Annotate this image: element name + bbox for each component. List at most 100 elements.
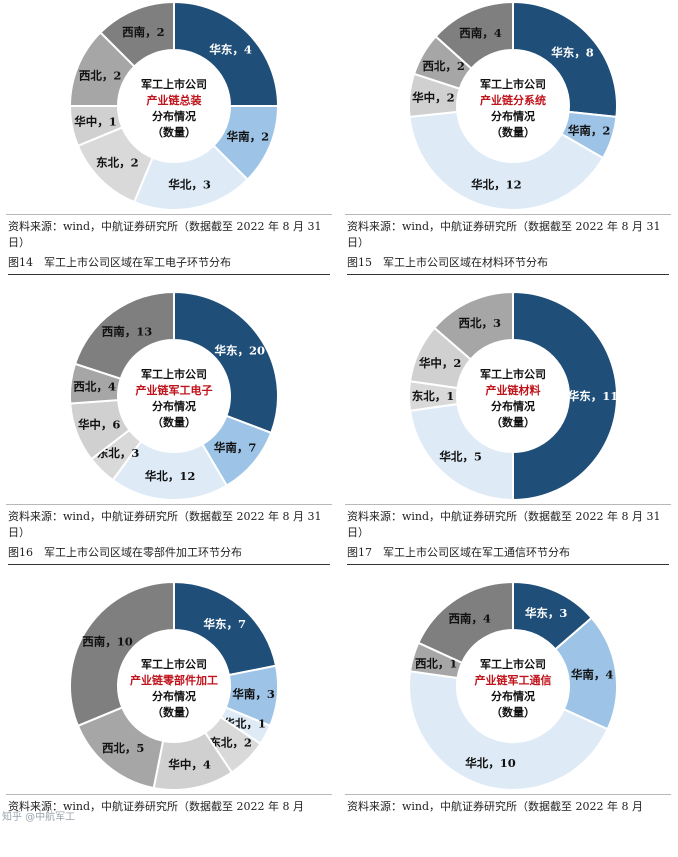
slice-label: 东北，1 <box>412 389 455 403</box>
source-note: 资料来源：wind，中航证券研究所（数据截至 2022 年 8 月 31 日） <box>8 510 322 539</box>
source-note: 资料来源：wind，中航证券研究所（数据截至 2022 年 8 月 31 日） <box>347 510 661 539</box>
slice-label: 西南，13 <box>102 324 153 338</box>
donut-slice <box>173 0 280 107</box>
figure-caption: 图16 军工上市公司区域在零部件加工环节分布 <box>8 546 330 565</box>
source-note: 资料来源：wind，中航证券研究所（数据截至 2022 年 8 月 31 日） <box>8 220 322 249</box>
panel-materials: 华东，11 华北，5 东北，1 华中，2 西北，3 军工上市公司 产业链材料分布情况 （数量）… <box>339 290 678 567</box>
center-text: 产业链总装 <box>147 93 202 107</box>
center-text: 分布情况 <box>491 399 535 413</box>
slice-label: 西北，1 <box>415 657 458 671</box>
slice-label: 西北，2 <box>79 68 122 82</box>
divider <box>6 214 332 215</box>
donut-slice <box>99 0 175 68</box>
slice-label: 西北，3 <box>459 316 502 330</box>
center-text: （数量） <box>152 415 196 429</box>
donut-slice <box>432 290 514 361</box>
center-text: 军工上市公司 <box>141 657 207 671</box>
slice-label: 华南，3 <box>232 687 275 701</box>
slice-label: 东北，2 <box>96 156 139 170</box>
slice-label: 华东，20 <box>215 344 266 358</box>
donut-chart: 华东，20 华南，7 华北，12 东北，3 华中，6 西北，4 西南，13 军工上市公司 产业链… <box>0 290 339 502</box>
center-text: 军工上市公司 <box>480 367 546 381</box>
divider <box>345 794 671 795</box>
center-text: 产业链军工电子 <box>136 383 213 397</box>
slice-label: 华中，2 <box>419 356 462 370</box>
center-text: 产业链材料 <box>486 383 541 397</box>
center-text: 分布情况 <box>152 689 196 703</box>
slice-label: 华北，10 <box>465 756 516 770</box>
center-text: 产业链零部件加工 <box>130 673 218 687</box>
slice-label: 西北，4 <box>73 379 116 393</box>
donut-slice <box>417 580 514 665</box>
slice-label: 华南，2 <box>568 124 611 138</box>
slice-label: 西南，10 <box>82 635 133 649</box>
slice-label: 华北，3 <box>168 178 211 192</box>
slice-label: 华南，7 <box>214 441 257 455</box>
watermark: 知乎 @中航军工 <box>2 812 76 823</box>
donut-slice <box>408 670 609 791</box>
center-text: 军工上市公司 <box>141 77 207 91</box>
slice-label: 华南，2 <box>227 130 270 144</box>
donut-slice <box>408 402 514 502</box>
center-text: 军工上市公司 <box>480 657 546 671</box>
donut-slice <box>512 0 618 118</box>
slice-label: 东北，2 <box>209 736 252 750</box>
slice-label: 华中，2 <box>412 91 455 105</box>
center-text: （数量） <box>491 125 535 139</box>
slice-label: 华北，12 <box>471 177 522 191</box>
figure-caption: 图15 军工上市公司区域在材料环节分布 <box>347 256 669 275</box>
panel-assembly: 华东，4 华南，2 华北，3 东北，2 华中，1 西北，2 西南，2 军工上市公司 产业链总装分… <box>0 0 339 277</box>
divider <box>6 794 332 795</box>
panel-subsystem: 华东，8 华南，2 华北，12 华中，2 西北，2 西南，4 军工上市公司 产业链分系统 分布情… <box>339 0 678 277</box>
divider <box>6 504 332 505</box>
center-text: （数量） <box>491 415 535 429</box>
slice-label: 华北，5 <box>439 450 482 464</box>
donut-slice <box>173 290 279 435</box>
slice-label: 西南，4 <box>459 26 502 40</box>
slice-label: 华中，1 <box>74 115 117 129</box>
divider <box>345 504 671 505</box>
panel-electronics: 华东，20 华南，7 华北，12 东北，3 华中，6 西北，4 西南，13 军工上市公司 产业链… <box>0 290 339 567</box>
slice-label: 西南，2 <box>122 25 165 39</box>
slice-label: 华中，4 <box>168 758 211 772</box>
donut-chart: 华东，7 华南，3 华北，1 东北，2 华中，4 西北，5 西南，10 军工上市公司 产业链零部… <box>0 580 339 792</box>
source-note: 资料来源：wind，中航证券研究所（数据截至 2022 年 8 月 31 日） <box>347 220 661 249</box>
slice-label: 华南，4 <box>571 668 614 682</box>
donut-chart: 华东，11 华北，5 东北，1 华中，2 西北，3 军工上市公司 产业链材料分布情况 （数量） <box>339 290 678 502</box>
donut-slice <box>408 110 605 212</box>
center-text: （数量） <box>491 705 535 719</box>
center-text: 产业链分系统 <box>480 93 546 107</box>
center-text: 分布情况 <box>152 109 196 123</box>
figure-caption: 图17 军工上市公司区域在军工通信环节分布 <box>347 546 669 565</box>
center-text: 产业链军工通信 <box>475 673 552 687</box>
center-text: （数量） <box>152 125 196 139</box>
source-note: 资料来源：wind，中航证券研究所（数据截至 2022 年 8 月 <box>8 800 305 813</box>
donut-slice <box>434 0 514 70</box>
center-text: 军工上市公司 <box>480 77 546 91</box>
figure-caption: 图14 军工上市公司区域在军工电子环节分布 <box>8 256 330 275</box>
slice-label: 华东，7 <box>204 617 247 631</box>
slice-label: 华东，3 <box>525 606 568 620</box>
slice-label: 西北，2 <box>422 59 465 73</box>
slice-label: 华东，11 <box>568 389 619 403</box>
divider <box>345 214 671 215</box>
slice-label: 西北，5 <box>102 741 145 755</box>
slice-label: 华东，4 <box>209 42 252 56</box>
center-text: 分布情况 <box>491 689 535 703</box>
center-text: 军工上市公司 <box>141 367 207 381</box>
slice-label: 华东，8 <box>551 46 594 60</box>
slice-label: 东北，3 <box>97 446 140 460</box>
donut-chart: 华东，3 华南，4 华北，10 西北，1 西南，4 军工上市公司 产业链军工通信 分布情况 （数… <box>339 580 678 792</box>
slice-label: 西南，4 <box>448 612 491 626</box>
source-note: 资料来源：wind，中航证券研究所（数据截至 2022 年 8 月 <box>347 800 644 813</box>
panel-parts-processing: 华东，7 华南，3 华北，1 东北，2 华中，4 西北，5 西南，10 军工上市公司 产业链零部… <box>0 580 339 857</box>
slice-label: 华北，12 <box>145 469 196 483</box>
slice-label: 华中，6 <box>78 417 121 431</box>
center-text: （数量） <box>152 705 196 719</box>
center-text: 分布情况 <box>491 109 535 123</box>
donut-slice <box>73 290 175 380</box>
donut-slice <box>69 580 175 728</box>
donut-chart: 华东，8 华南，2 华北，12 华中，2 西北，2 西南，4 军工上市公司 产业链分系统 分布情… <box>339 0 678 212</box>
center-text: 分布情况 <box>152 399 196 413</box>
donut-slice <box>512 290 618 502</box>
